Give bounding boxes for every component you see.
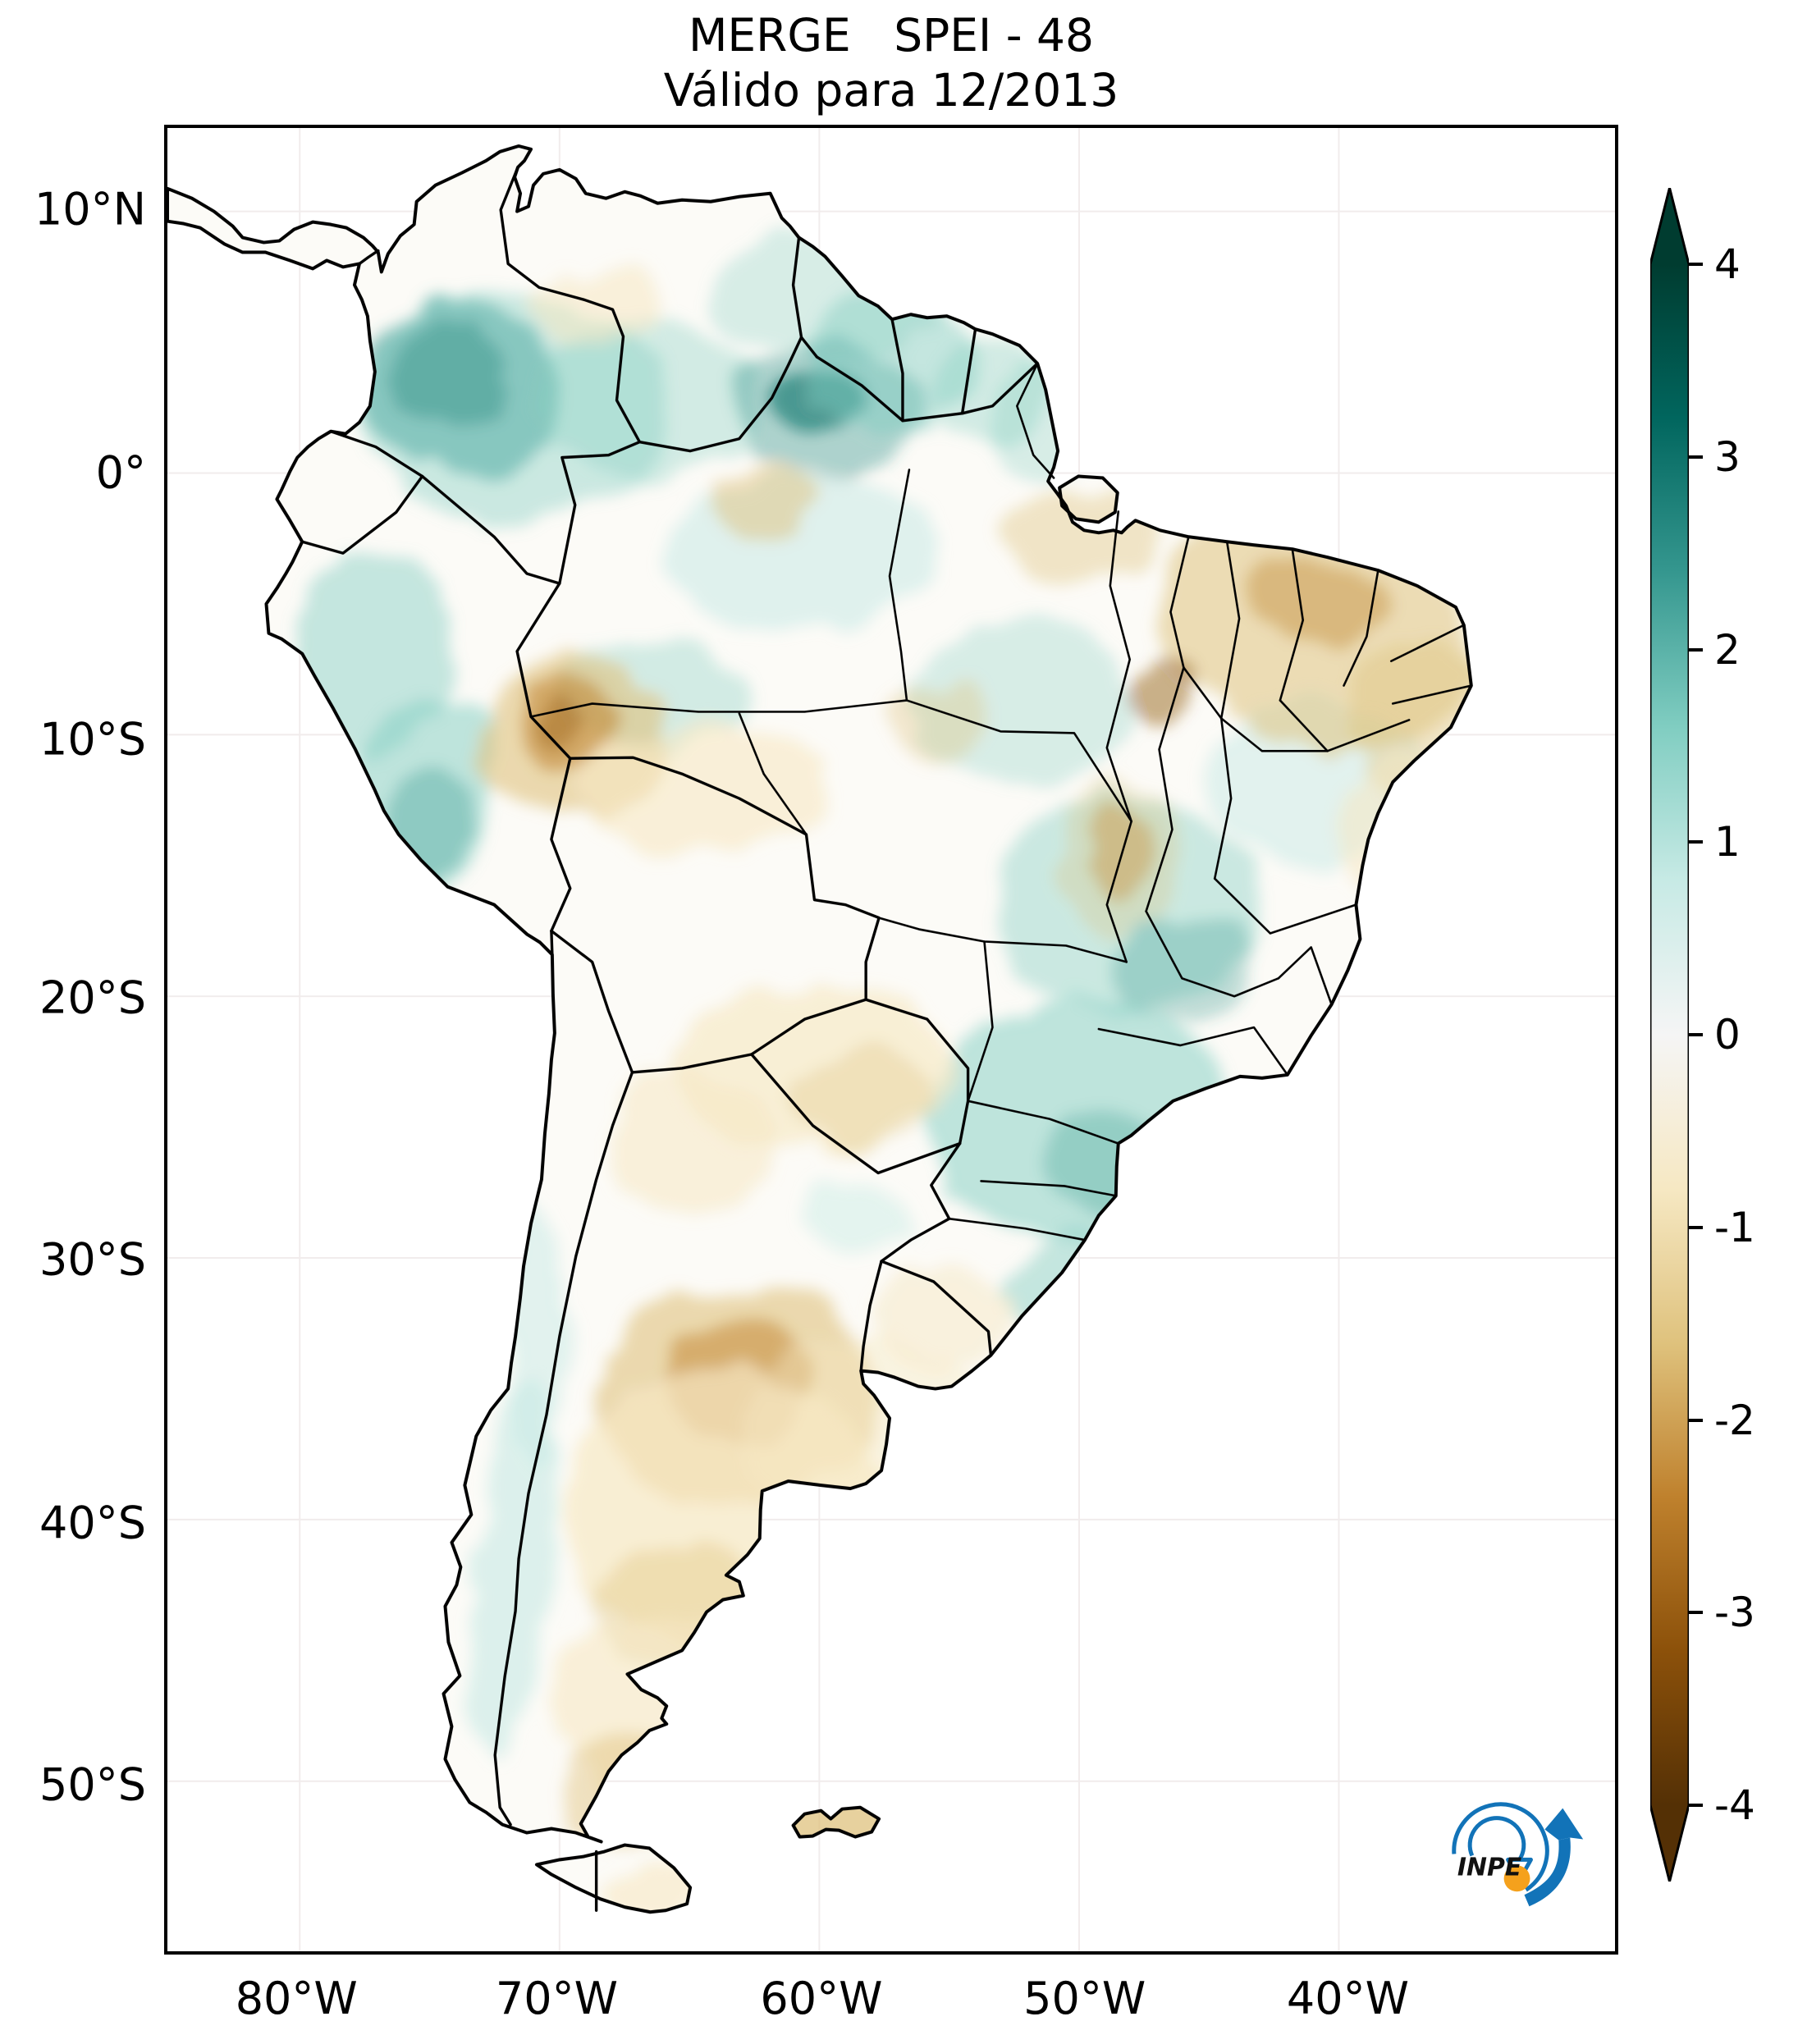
lon-tick-label: 80°W bbox=[235, 1973, 358, 2024]
lat-axis: 10°N 0° 10°S 20°S 30°S 40°S 50°S bbox=[0, 125, 149, 1955]
inpe-orange-dot bbox=[1503, 1865, 1530, 1892]
chart-subtitle: Válido para 12/2013 bbox=[663, 64, 1119, 117]
lat-tick-label: 30°S bbox=[39, 1233, 146, 1286]
colorbar-gradient bbox=[1650, 188, 1689, 1882]
lat-tick-label: 40°S bbox=[39, 1497, 146, 1549]
lat-tick-label: 50°S bbox=[39, 1758, 146, 1811]
colorbar-tick-label: 4 bbox=[1714, 240, 1741, 288]
lat-tick-label: 10°N bbox=[34, 183, 146, 235]
colorbar-tick-label: -2 bbox=[1714, 1396, 1755, 1444]
chart-title: MERGE SPEI - 48 bbox=[688, 9, 1095, 62]
colorbar-tick: 2 bbox=[1689, 629, 1741, 670]
colorbar-tick: 0 bbox=[1689, 1014, 1741, 1055]
colorbar-tick-label: 0 bbox=[1714, 1011, 1741, 1059]
colorbar-tick-mark bbox=[1689, 263, 1703, 266]
colorbar-tick-mark bbox=[1689, 1804, 1703, 1807]
inpe-swoosh-icon bbox=[1452, 1802, 1584, 1907]
country-borders bbox=[300, 166, 1039, 1912]
lat-tick-label: 10°S bbox=[39, 713, 146, 766]
colorbar-tick-label: -4 bbox=[1714, 1781, 1755, 1829]
state-borders bbox=[529, 362, 1473, 1241]
colorbar-tick: -3 bbox=[1689, 1592, 1755, 1633]
map-plot: INPE bbox=[164, 125, 1618, 1955]
lat-tick-label: 20°S bbox=[39, 972, 146, 1024]
colorbar-tick-mark bbox=[1689, 1225, 1703, 1229]
colorbar bbox=[1650, 188, 1689, 1882]
lon-tick-label: 70°W bbox=[495, 1973, 618, 2024]
colorbar-ticks: 4 3 2 1 0 -1 -2 -3 -4 bbox=[1689, 244, 1797, 1826]
lon-tick-label: 40°W bbox=[1286, 1973, 1409, 2024]
colorbar-tick: 1 bbox=[1689, 821, 1741, 862]
colorbar-tick-label: -1 bbox=[1714, 1203, 1755, 1251]
inpe-logo-text: INPE bbox=[1457, 1853, 1521, 1882]
colorbar-tick: -1 bbox=[1689, 1207, 1755, 1248]
colorbar-tick-label: 2 bbox=[1714, 625, 1741, 674]
lon-tick-label: 60°W bbox=[760, 1973, 883, 2024]
colorbar-tick-mark bbox=[1689, 647, 1703, 652]
chart-title-block: MERGE SPEI - 48 Válido para 12/2013 bbox=[164, 8, 1618, 118]
colorbar-tick-mark bbox=[1689, 1611, 1703, 1615]
spei-raster bbox=[294, 199, 1471, 1913]
colorbar-tick: -4 bbox=[1689, 1785, 1755, 1826]
lon-tick-label: 50°W bbox=[1023, 1973, 1146, 2024]
map-svg: INPE bbox=[167, 128, 1615, 1951]
colorbar-tick-label: -3 bbox=[1714, 1589, 1755, 1637]
colorbar-tick-mark bbox=[1689, 1418, 1703, 1422]
colorbar-tick: 4 bbox=[1689, 244, 1741, 285]
coastline bbox=[167, 144, 1473, 1914]
colorbar-tick: -2 bbox=[1689, 1400, 1755, 1441]
colorbar-tick-label: 3 bbox=[1714, 432, 1741, 481]
colorbar-tick-mark bbox=[1689, 455, 1703, 459]
inpe-logo: INPE bbox=[1452, 1802, 1584, 1907]
lat-tick-label: 0° bbox=[95, 446, 146, 499]
lon-axis: 80°W 70°W 60°W 50°W 40°W bbox=[164, 1968, 1618, 2033]
colorbar-tick-mark bbox=[1689, 1033, 1703, 1036]
colorbar-tick-label: 1 bbox=[1714, 818, 1741, 867]
colorbar-tick: 3 bbox=[1689, 437, 1741, 478]
colorbar-tick-mark bbox=[1689, 840, 1703, 844]
